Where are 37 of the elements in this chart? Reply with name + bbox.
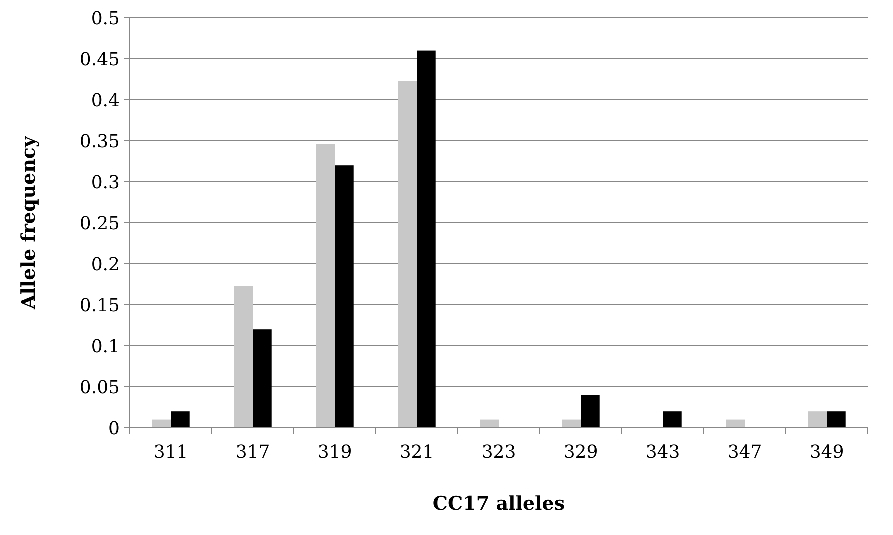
bar [152,420,171,428]
x-axis-title: CC17 alleles [432,493,566,515]
x-tick-label: 321 [400,442,434,463]
bar [253,330,272,428]
bar [316,144,335,428]
x-tick-label: 329 [564,442,598,463]
y-tick-label: 0.5 [91,8,120,30]
bar [827,412,846,428]
y-tick-label: 0 [108,418,120,440]
y-axis-title: Allele frequency [18,136,40,311]
bar [335,166,354,428]
bar [726,420,745,428]
bar [562,420,581,428]
bar [171,412,190,428]
bar [808,412,827,428]
y-tick-label: 0.15 [80,295,120,316]
x-tick-label: 323 [482,442,516,463]
x-tick-label: 317 [236,442,270,463]
y-tick-label: 0.25 [80,213,120,234]
x-tick-label: 347 [728,442,762,463]
y-tick-label: 0.2 [91,254,120,276]
bar [417,50,436,428]
x-tick-label: 319 [318,442,352,463]
x-tick-label: 349 [810,442,844,463]
x-tick-label: 343 [646,442,680,463]
y-tick-label: 0.1 [91,336,120,358]
bar [398,81,417,428]
bar [234,286,253,428]
bar [480,420,499,428]
x-tick-label: 311 [154,442,188,463]
y-tick-label: 0.4 [91,90,120,112]
y-tick-label: 0.3 [91,172,120,194]
y-tick-label: 0.35 [80,131,120,152]
y-tick-label: 0.05 [80,377,120,398]
bar [663,412,682,428]
y-tick-label: 0.45 [80,49,120,70]
bar [581,395,600,428]
